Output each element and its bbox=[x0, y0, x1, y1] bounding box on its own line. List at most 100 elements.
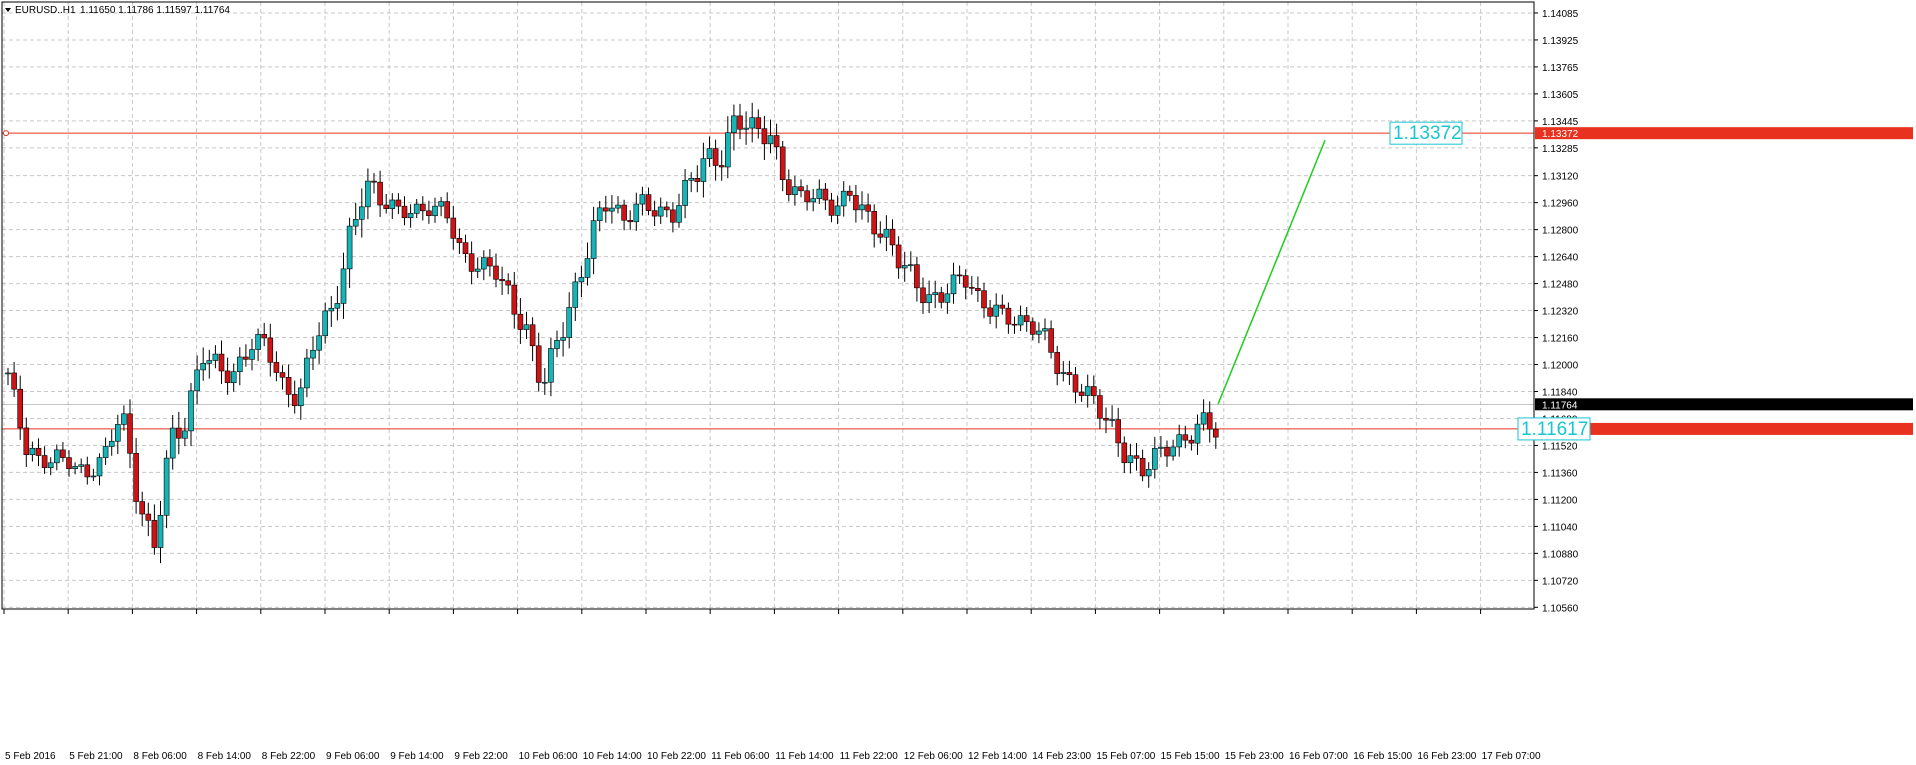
candle-bull bbox=[322, 310, 329, 337]
candle-bull bbox=[474, 268, 481, 272]
candle-bull bbox=[572, 281, 579, 308]
level-price-tag bbox=[1535, 422, 1913, 435]
candle-bull bbox=[901, 265, 908, 269]
candle-bear bbox=[456, 238, 463, 243]
y-tick-label: 1.11200 bbox=[1542, 495, 1578, 506]
candle-bull bbox=[633, 203, 640, 223]
candle-bear bbox=[712, 148, 719, 166]
x-tick-label: 10 Feb 06:00 bbox=[519, 751, 578, 762]
x-tick-label: 11 Feb 22:00 bbox=[840, 751, 899, 762]
candle-bear bbox=[981, 290, 987, 309]
candle-bull bbox=[1158, 446, 1164, 449]
candle-bear bbox=[651, 210, 658, 217]
candle-bull bbox=[297, 387, 304, 407]
candle-bear bbox=[127, 413, 133, 454]
candle-bear bbox=[1121, 442, 1128, 464]
candle-bull bbox=[859, 204, 865, 211]
candle-bear bbox=[1164, 446, 1170, 457]
candle-bear bbox=[779, 146, 786, 181]
candle-bull bbox=[700, 158, 707, 182]
candle-bear bbox=[737, 115, 743, 130]
x-tick-label: 16 Feb 23:00 bbox=[1417, 751, 1476, 762]
candle-bull bbox=[47, 462, 54, 468]
candle-bull bbox=[657, 206, 664, 217]
candle-bull bbox=[615, 204, 621, 209]
x-tick-label: 15 Feb 23:00 bbox=[1225, 751, 1284, 762]
candle-bear bbox=[1005, 307, 1012, 325]
x-tick-label: 5 Feb 21:00 bbox=[69, 751, 123, 762]
candle-bear bbox=[383, 204, 390, 209]
horizontal-levels[interactable] bbox=[2, 130, 1534, 430]
candle-bull bbox=[389, 199, 396, 209]
candle-bear bbox=[846, 190, 853, 196]
chart-header: EURUSD..H1 1.11650 1.11786 1.11597 1.117… bbox=[5, 5, 230, 16]
symbol-label: EURUSD..H1 bbox=[15, 5, 76, 16]
candle-bull bbox=[609, 207, 615, 212]
candle-bear bbox=[145, 513, 152, 521]
x-tick-label: 15 Feb 07:00 bbox=[1096, 751, 1155, 762]
candle-bull bbox=[310, 349, 316, 359]
candle-bear bbox=[1048, 328, 1054, 353]
y-tick-label: 1.12640 bbox=[1542, 253, 1579, 264]
x-tick-label: 12 Feb 06:00 bbox=[904, 751, 963, 762]
candle-bear bbox=[914, 264, 920, 289]
candle-bear bbox=[1213, 428, 1219, 438]
candle-bear bbox=[938, 292, 945, 303]
labels: 1.13372 1.11617 bbox=[1389, 121, 1591, 441]
candle-bull bbox=[560, 337, 566, 341]
x-tick-label: 11 Feb 06:00 bbox=[711, 751, 770, 762]
candle-bear bbox=[133, 453, 139, 502]
candle-bull bbox=[810, 198, 817, 203]
candle-bull bbox=[78, 464, 84, 467]
candle-bull bbox=[316, 335, 322, 351]
candle-bear bbox=[1206, 412, 1213, 430]
y-tick-label: 1.11520 bbox=[1542, 441, 1578, 452]
candle-bear bbox=[371, 180, 377, 183]
candle-bull bbox=[816, 188, 823, 199]
candle-bear bbox=[1188, 439, 1195, 444]
dropdown-triangle-icon[interactable] bbox=[5, 8, 11, 12]
y-tick-label: 1.11040 bbox=[1542, 522, 1578, 533]
x-tick-label: 9 Feb 22:00 bbox=[454, 751, 508, 762]
y-tick-label: 1.12800 bbox=[1542, 226, 1579, 237]
candle-bull bbox=[72, 466, 78, 470]
level-label: 1.13372 bbox=[1393, 123, 1462, 144]
candle-bull bbox=[96, 457, 103, 477]
candle-bear bbox=[218, 353, 225, 372]
candle-bear bbox=[1133, 455, 1140, 459]
candle-bull bbox=[102, 446, 109, 458]
candle-bear bbox=[1182, 434, 1189, 441]
candle-bull bbox=[792, 186, 798, 195]
x-tick-label: 11 Feb 14:00 bbox=[775, 751, 834, 762]
y-tick-label: 1.12160 bbox=[1542, 334, 1579, 345]
x-tick-label: 8 Feb 22:00 bbox=[262, 751, 316, 762]
candle-bear bbox=[1078, 391, 1085, 396]
candle-bull bbox=[358, 206, 365, 220]
candle-bear bbox=[853, 195, 859, 211]
candle-bear bbox=[877, 233, 884, 238]
candle-bear bbox=[694, 178, 701, 182]
candle-bear bbox=[243, 356, 249, 360]
candle-bull bbox=[255, 334, 261, 350]
candle-bear bbox=[1023, 315, 1030, 323]
projection[interactable] bbox=[1217, 139, 1326, 405]
ohlc-label: 1.11650 1.11786 1.11597 1.11764 bbox=[80, 5, 230, 16]
candle-bear bbox=[822, 188, 829, 201]
candle-bear bbox=[224, 370, 231, 384]
candle-bull bbox=[182, 430, 188, 439]
candle-bull bbox=[1176, 434, 1182, 448]
candle-bear bbox=[41, 455, 48, 468]
candle-bull bbox=[169, 427, 176, 459]
grid bbox=[2, 2, 1534, 609]
candle-bear bbox=[920, 287, 926, 304]
candle-bull bbox=[932, 292, 939, 295]
x-tick-label: 9 Feb 06:00 bbox=[326, 751, 380, 762]
projection-trend-line[interactable] bbox=[1217, 139, 1326, 405]
level-anchor-handle[interactable] bbox=[3, 130, 9, 137]
y-tick-label: 1.13925 bbox=[1542, 36, 1579, 47]
candle-bear bbox=[1097, 395, 1103, 419]
y-tick-label: 1.13445 bbox=[1542, 117, 1579, 128]
candle-bull bbox=[53, 449, 60, 464]
